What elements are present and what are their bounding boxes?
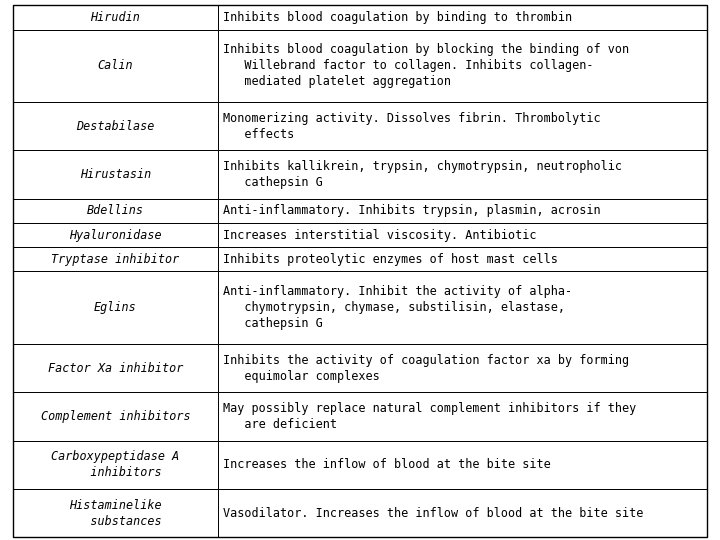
Bar	[13, 344, 217, 392]
Text: Complement inhibitors: Complement inhibitors	[40, 410, 190, 423]
Bar	[217, 199, 707, 223]
Text: Anti-inflammatory. Inhibit the activity of alpha-
   chymotrypsin, chymase, subs: Anti-inflammatory. Inhibit the activity …	[223, 285, 572, 330]
Text: Inhibits the activity of coagulation factor xa by forming
   equimolar complexes: Inhibits the activity of coagulation fac…	[223, 354, 629, 382]
Text: Factor Xa inhibitor: Factor Xa inhibitor	[48, 362, 183, 375]
Text: Hirudin: Hirudin	[91, 11, 140, 24]
Bar	[217, 489, 707, 537]
Bar	[217, 5, 707, 30]
Text: Calin: Calin	[97, 59, 133, 72]
Text: Eglins: Eglins	[94, 301, 137, 314]
Bar	[13, 5, 217, 30]
Text: Inhibits blood coagulation by binding to thrombin: Inhibits blood coagulation by binding to…	[223, 11, 572, 24]
Text: Anti-inflammatory. Inhibits trypsin, plasmin, acrosin: Anti-inflammatory. Inhibits trypsin, pla…	[223, 205, 601, 218]
Bar	[13, 441, 217, 489]
Text: Inhibits blood coagulation by blocking the binding of von
   Willebrand factor t: Inhibits blood coagulation by blocking t…	[223, 43, 629, 89]
Bar	[13, 489, 217, 537]
Bar	[13, 223, 217, 247]
Text: Hirustasin: Hirustasin	[80, 168, 151, 181]
Bar	[13, 199, 217, 223]
Text: Inhibits kallikrein, trypsin, chymotrypsin, neutropholic
   cathepsin G: Inhibits kallikrein, trypsin, chymotryps…	[223, 160, 623, 189]
Bar	[13, 247, 217, 271]
Text: Hyaluronidase: Hyaluronidase	[69, 228, 162, 241]
Text: Tryptase inhibitor: Tryptase inhibitor	[51, 253, 179, 266]
Text: Destabilase: Destabilase	[76, 120, 155, 133]
Text: Increases the inflow of blood at the bite site: Increases the inflow of blood at the bit…	[223, 458, 552, 471]
Bar	[217, 392, 707, 441]
Bar	[13, 271, 217, 344]
Text: Carboxypeptidase A
   inhibitors: Carboxypeptidase A inhibitors	[51, 450, 179, 480]
Text: Increases interstitial viscosity. Antibiotic: Increases interstitial viscosity. Antibi…	[223, 228, 537, 241]
Text: Histaminelike
   substances: Histaminelike substances	[69, 498, 162, 528]
Bar	[217, 30, 707, 102]
Bar	[13, 151, 217, 199]
Bar	[13, 102, 217, 151]
Text: Bdellins: Bdellins	[87, 205, 144, 218]
Text: Inhibits proteolytic enzymes of host mast cells: Inhibits proteolytic enzymes of host mas…	[223, 253, 558, 266]
Bar	[217, 151, 707, 199]
Text: Vasodilator. Increases the inflow of blood at the bite site: Vasodilator. Increases the inflow of blo…	[223, 507, 644, 519]
Bar	[217, 247, 707, 271]
Bar	[217, 271, 707, 344]
Bar	[217, 441, 707, 489]
Bar	[217, 344, 707, 392]
Bar	[13, 30, 217, 102]
Bar	[217, 223, 707, 247]
Text: May possibly replace natural complement inhibitors if they
   are deficient: May possibly replace natural complement …	[223, 402, 636, 431]
Bar	[217, 102, 707, 151]
Text: Monomerizing activity. Dissolves fibrin. Thrombolytic
   effects: Monomerizing activity. Dissolves fibrin.…	[223, 112, 601, 141]
Bar	[13, 392, 217, 441]
